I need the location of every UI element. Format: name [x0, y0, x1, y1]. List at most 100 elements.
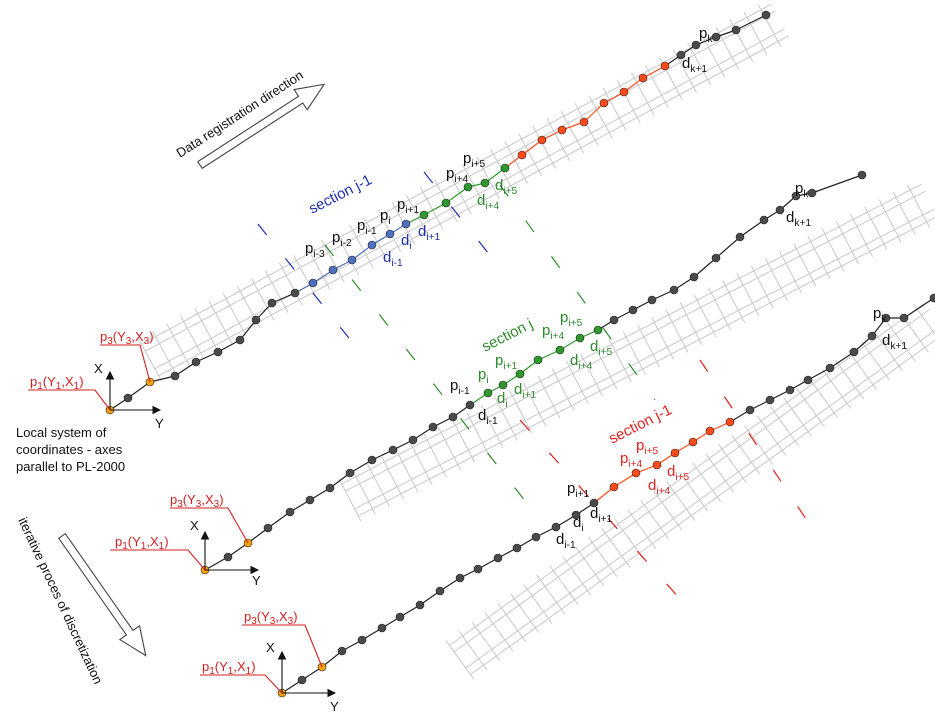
chain-mid-node-19 [575, 333, 585, 343]
p1-label-top: p1(Y1,X1) [30, 374, 84, 392]
chain-top-node-29 [676, 50, 686, 60]
chain-top-node-21 [517, 150, 527, 160]
section-title-top: section j-1 [306, 171, 375, 217]
bot-d-i+5: di+5 [667, 463, 690, 483]
chain-mid-node-16 [515, 369, 525, 379]
bot-p-i+4: pi+4 [620, 450, 643, 470]
chain-bot-node-33 [929, 293, 935, 303]
chain-top-node-16 [419, 210, 429, 220]
chain-top-node-20 [500, 163, 510, 173]
bot-d-i+1: di+1 [590, 505, 613, 525]
chain-bot-node-27 [803, 375, 813, 385]
chain-top-node-5 [213, 347, 223, 357]
chain-mid-node-9 [388, 445, 398, 455]
mid-d-i+5: di+5 [590, 338, 613, 358]
top-d-i+1: di+1 [418, 223, 441, 243]
chain-mid-node-6 [325, 483, 335, 493]
chain-bot-node-3 [337, 646, 347, 656]
local-system-line2: coordinates - axes [16, 442, 123, 457]
chain-top-node-32 [731, 25, 741, 35]
direction-arrow [197, 83, 326, 170]
chain-bot-node-13 [531, 532, 541, 542]
chain-bot-node-4 [357, 635, 367, 645]
chain-bot-node-25 [765, 395, 775, 405]
top-p-i-2: pi-2 [332, 229, 352, 249]
mid-d-i+1: di+1 [514, 381, 537, 401]
chain-mid-node-30 [791, 191, 801, 201]
chain-mid-node-27 [735, 232, 745, 242]
track-band-1 [338, 183, 935, 522]
local-system-line1: Local system of [16, 425, 107, 440]
railway-tracks [138, 3, 935, 680]
top-p-i+5: pi+5 [463, 150, 486, 170]
chain-top-node-31 [711, 32, 721, 42]
chain-mid-node-1 [223, 552, 233, 562]
bot-d-k+1: dk+1 [882, 332, 907, 352]
chain-top-node-1 [123, 393, 133, 403]
chain-mid-node-3 [263, 523, 273, 533]
track-band-2 [445, 302, 935, 680]
chain-mid [200, 170, 867, 575]
top-p-i-1: pi-1 [357, 217, 377, 237]
section-title-mid: section j [479, 315, 536, 355]
callout-lines [28, 344, 323, 694]
top-p-i-3: pi-3 [305, 240, 325, 260]
iterative-arrow [57, 532, 147, 657]
chain-mid-node-8 [367, 455, 377, 465]
chain-mid-node-15 [498, 380, 508, 390]
axis-x-label-mid: X [190, 518, 199, 533]
chain-top-node-14 [385, 229, 395, 239]
section-boundaries [257, 171, 811, 611]
chain-bot-node-9 [455, 573, 465, 583]
axis-x-label-bot: X [266, 640, 275, 655]
boundary-red-2 [699, 359, 811, 526]
top-d-i: di [401, 232, 412, 252]
mid-p-k: pk [795, 180, 809, 200]
p3-label-mid: p3(Y3,X3) [170, 492, 224, 510]
chain-bot-node-8 [435, 586, 445, 596]
chain-mid-node-24 [669, 285, 679, 295]
chain-top-node-15 [401, 219, 411, 229]
chain-bot-node-6 [395, 612, 405, 622]
chain-top-node-10 [308, 278, 318, 288]
chain-mid-node-4 [285, 507, 295, 517]
chain-bot-node-12 [512, 543, 522, 553]
chain-top-node-27 [638, 73, 648, 83]
p3-label-bot: p3(Y3,X3) [244, 609, 298, 627]
chain-top-node-24 [579, 117, 589, 127]
mid-p-i+1: pi+1 [495, 352, 518, 372]
mid-d-i: di [497, 390, 508, 410]
chain-mid-node-21 [609, 315, 619, 325]
chain-mid-node-13 [465, 400, 475, 410]
mid-d-i-1: di-1 [478, 407, 498, 427]
chain-top-node-9 [290, 288, 300, 298]
top-d-k+1: dk+1 [682, 55, 707, 75]
mid-d-i+4: di+4 [570, 352, 593, 372]
chain-bot-node-18 [631, 468, 641, 478]
boundary-green-2 [499, 184, 656, 401]
axis-y-label-top: Y [155, 416, 164, 431]
chain-mid-node-12 [448, 412, 458, 422]
chain-bot-node-11 [493, 553, 503, 563]
chain-top-node-18 [463, 182, 473, 192]
chain-top-node-23 [557, 125, 567, 135]
chain-mid-node-11 [428, 422, 438, 432]
axis-y-label-mid: Y [252, 573, 261, 588]
track-band-0 [138, 3, 789, 382]
chain-mid-node-7 [345, 468, 355, 478]
chain-bot-node-22 [705, 426, 715, 436]
point-chains [105, 10, 935, 698]
chain-top-node-33 [761, 10, 771, 20]
boundary-blue-2 [423, 171, 501, 269]
chain-bot-node-32 [899, 313, 909, 323]
chain-bot-node-29 [849, 347, 859, 357]
bot-p-i+5: pi+5 [636, 437, 659, 457]
chain-top-node-11 [328, 265, 338, 275]
chain-mid-node-31 [807, 188, 817, 198]
chain-mid-node-23 [647, 295, 657, 305]
chain-mid-node-32 [857, 170, 867, 180]
chain-mid-node-28 [759, 215, 769, 225]
chain-mid-node-17 [533, 355, 543, 365]
chain-bot-node-16 [589, 498, 599, 508]
mid-p-i-1: pi-1 [450, 377, 470, 397]
